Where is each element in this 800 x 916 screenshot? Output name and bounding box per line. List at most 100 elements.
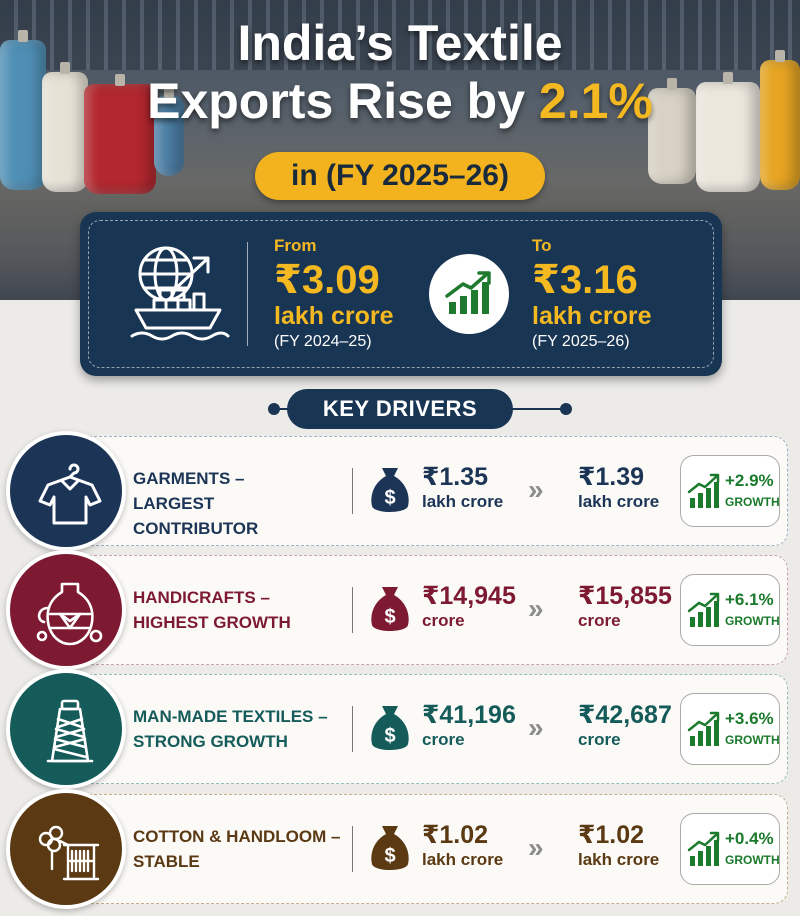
from-amount: ₹14,945 (422, 582, 516, 610)
to-amount: ₹1.02 (578, 821, 645, 849)
page-title: India’s Textile Exports Rise by 2.1% (0, 14, 800, 130)
driver-icon-badge (6, 789, 126, 909)
to-fiscal-year: (FY 2025–26) (532, 333, 630, 350)
growth-badge: +0.4% GROWTH (680, 813, 780, 885)
title-line-1: India’s Textile (237, 15, 563, 71)
from-amount: ₹3.09 (274, 258, 380, 302)
shirt-icon (38, 463, 102, 525)
svg-text:$: $ (384, 487, 395, 509)
driver-divider (352, 706, 353, 752)
to-unit: crore (578, 730, 621, 749)
driver-divider (352, 826, 353, 872)
money-bag-icon: $ (371, 468, 409, 512)
growth-label: GROWTH (725, 614, 780, 628)
key-drivers-left-dot (268, 403, 280, 415)
driver-row-cotton-handloom: COTTON & HANDLOOM – STABLE $ ₹1.02 lakh … (0, 788, 800, 910)
driver-label-line-2: LARGEST CONTRIBUTOR (133, 494, 259, 538)
to-amount: ₹15,855 (578, 582, 672, 610)
thread-spool (84, 74, 156, 194)
globe-ship-icon (124, 238, 234, 348)
from-unit: lakh crore (274, 302, 394, 330)
thread-spool (648, 78, 696, 184)
driver-divider (352, 468, 353, 514)
svg-text:$: $ (384, 845, 395, 867)
from-unit: lakh crore (422, 492, 504, 511)
money-bag-icon: $ (371, 826, 409, 870)
key-drivers-heading: KEY DRIVERS (287, 389, 513, 429)
driver-label: GARMENTS – LARGEST CONTRIBUTOR (133, 466, 343, 541)
thread-spool (760, 50, 800, 190)
to-amount: ₹3.16 (532, 258, 638, 302)
thread-spool (0, 30, 46, 190)
from-unit: lakh crore (422, 850, 504, 869)
fiscal-year-badge: in (FY 2025–26) (255, 152, 545, 200)
growth-badge: +6.1% GROWTH (680, 574, 780, 646)
from-label: From (274, 236, 317, 255)
to-unit: lakh crore (532, 302, 652, 330)
driver-icon-badge (6, 669, 126, 789)
growth-badge: +3.6% GROWTH (680, 693, 780, 765)
growth-chart-icon (687, 473, 720, 508)
growth-label: GROWTH (725, 733, 780, 747)
growth-badge: +2.9% GROWTH (680, 455, 780, 527)
from-value-block: From ₹3.09 lakh crore (FY 2024–25) (274, 236, 434, 354)
driver-row-garments: GARMENTS – LARGEST CONTRIBUTOR $ ₹1.35 l… (0, 430, 800, 552)
key-drivers-right-dot (560, 403, 572, 415)
driver-divider (352, 587, 353, 633)
from-unit: crore (422, 730, 465, 749)
growth-chart-icon (687, 592, 720, 627)
growth-percent: +0.4% (725, 829, 774, 848)
thread-spool (154, 86, 184, 176)
to-unit: lakh crore (578, 492, 660, 511)
driver-to-value: ₹15,855 crore (578, 583, 688, 631)
driver-from-value: ₹14,945 crore (422, 583, 532, 631)
driver-label-line-2: STABLE (133, 852, 200, 871)
from-amount: ₹1.02 (422, 821, 489, 849)
summary-card: From ₹3.09 lakh crore (FY 2024–25) To ₹3… (80, 212, 722, 376)
growth-chart-icon (429, 254, 509, 334)
money-bag-icon: $ (371, 706, 409, 750)
driver-card (60, 555, 788, 665)
growth-chart-icon (687, 711, 720, 746)
driver-card (60, 674, 788, 784)
driver-to-value: ₹42,687 crore (578, 702, 688, 750)
driver-to-value: ₹1.39 lakh crore (578, 464, 688, 512)
summary-divider (247, 242, 248, 346)
driver-card (60, 436, 788, 546)
growth-label: GROWTH (725, 495, 780, 509)
growth-chart-icon (687, 831, 720, 866)
driver-row-handicrafts: HANDICRAFTS – HIGHEST GROWTH $ ₹14,945 c… (0, 549, 800, 671)
thread-spool (42, 62, 88, 192)
to-unit: lakh crore (578, 850, 660, 869)
to-amount: ₹42,687 (578, 701, 672, 729)
to-amount: ₹1.39 (578, 463, 645, 491)
driver-to-value: ₹1.02 lakh crore (578, 822, 688, 870)
to-value-block: To ₹3.16 lakh crore (FY 2025–26) (532, 236, 702, 354)
money-bag-icon: $ (371, 587, 409, 631)
driver-label-line-2: HIGHEST GROWTH (133, 613, 291, 632)
from-fiscal-year: (FY 2024–25) (274, 333, 372, 350)
driver-label-line-1: GARMENTS – (133, 469, 245, 488)
key-drivers-left-line (278, 408, 290, 410)
driver-icon-badge (6, 550, 126, 670)
driver-label-line-1: MAN-MADE TEXTILES – (133, 707, 328, 726)
growth-percent: +6.1% (725, 590, 774, 609)
double-chevron-right-icon: » (528, 593, 543, 624)
growth-percent: +2.9% (725, 471, 774, 490)
svg-text:$: $ (384, 606, 395, 628)
driver-label-line-1: COTTON & HANDLOOM – (133, 827, 341, 846)
svg-text:$: $ (384, 725, 395, 747)
factory-ceiling (0, 0, 800, 70)
driver-card (60, 794, 788, 904)
driver-label: HANDICRAFTS – HIGHEST GROWTH (133, 585, 343, 635)
double-chevron-right-icon: » (528, 474, 543, 505)
thread-cone-icon (46, 699, 94, 763)
cotton-loom-icon (38, 825, 100, 881)
double-chevron-right-icon: » (528, 712, 543, 743)
title-growth-percent: 2.1% (538, 73, 653, 129)
from-amount: ₹1.35 (422, 463, 489, 491)
driver-label: MAN-MADE TEXTILES – STRONG GROWTH (133, 704, 343, 754)
growth-label: GROWTH (725, 853, 780, 867)
driver-label-line-1: HANDICRAFTS – (133, 588, 270, 607)
from-unit: crore (422, 611, 465, 630)
